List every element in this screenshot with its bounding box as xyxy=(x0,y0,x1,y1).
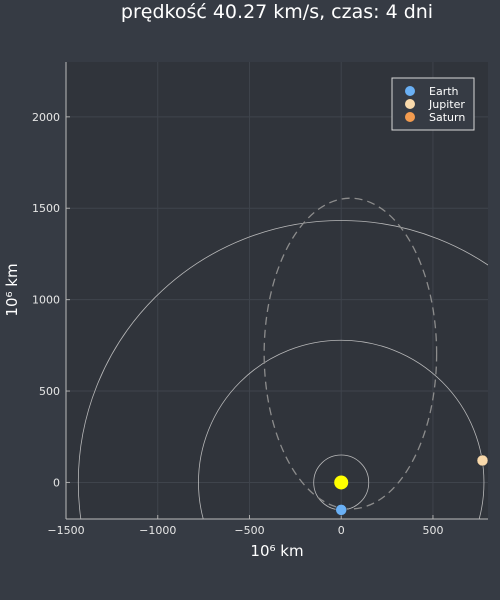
y-tick-label: 1500 xyxy=(32,202,60,215)
jupiter-marker xyxy=(476,454,489,467)
sun-marker xyxy=(334,475,349,490)
x-axis-label: 10⁶ km xyxy=(250,542,303,560)
transfer-trajectory xyxy=(263,197,438,510)
x-tick-label: 500 xyxy=(422,524,443,537)
earth-marker xyxy=(335,504,347,516)
legend-label-jupiter: Jupiter xyxy=(428,98,465,111)
x-tick-label: −1500 xyxy=(47,524,84,537)
markers xyxy=(334,454,489,516)
legend-label-earth: Earth xyxy=(429,85,459,98)
saturn-orbit xyxy=(77,220,488,519)
chart-title: prędkość 40.27 km/s, czas: 4 dni xyxy=(121,1,433,23)
plot-area xyxy=(66,62,488,519)
y-axis-label: 10⁶ km xyxy=(3,263,21,316)
legend-marker-earth xyxy=(405,86,415,96)
jupiter-orbit xyxy=(198,339,485,519)
axes xyxy=(65,62,488,520)
legend-label-saturn: Saturn xyxy=(429,111,465,124)
y-tick-label: 1000 xyxy=(32,294,60,307)
y-tick-label: 2000 xyxy=(32,111,60,124)
y-tick-label: 500 xyxy=(39,385,60,398)
y-tick-label: 0 xyxy=(53,476,60,489)
legend-marker-saturn xyxy=(405,112,415,122)
x-tick-label: −1000 xyxy=(139,524,176,537)
x-tick-label: 0 xyxy=(338,524,345,537)
x-tick-label: −500 xyxy=(234,524,264,537)
legend-marker-jupiter xyxy=(405,99,415,109)
tick-labels: −1500 −1000 −500 0 500 0 500 1000 1500 2000 xyxy=(32,111,443,537)
